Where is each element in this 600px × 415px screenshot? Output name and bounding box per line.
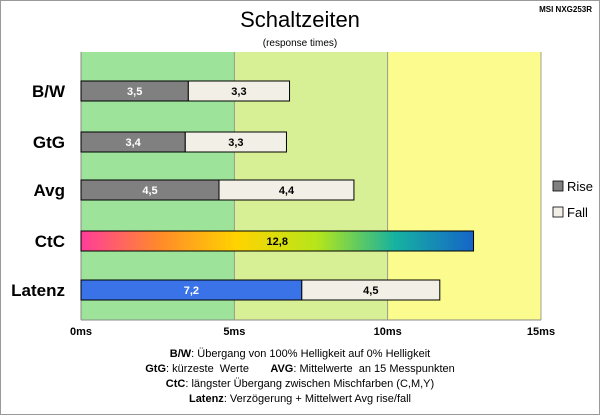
note-ctc: CtC: längster Übergang zwischen Mischfar… [166, 378, 434, 390]
note-latenz-text: : Verzögerung + Mittelwert Avg rise/fall [224, 393, 411, 405]
legend: Rise Fall [552, 179, 593, 220]
legend-swatch-fall [552, 206, 564, 218]
bar-label-2-0: 4,5 [142, 185, 157, 197]
x-tick-label-2: 10ms [374, 326, 402, 338]
legend-label-fall: Fall [567, 205, 588, 220]
chart-model-label: MSI NXG253R [539, 5, 592, 14]
x-tick-label-3: 15ms [527, 326, 555, 338]
x-tick-label-0: 0ms [70, 326, 92, 338]
legend-label-rise: Rise [567, 179, 593, 194]
note-ctc-key: CtC [166, 378, 186, 390]
bar-label-0-0: 3,5 [127, 86, 142, 98]
chart-subtitle: (response times) [263, 38, 337, 49]
bar-label-1-0: 3,4 [125, 137, 141, 149]
note-gtg-text: : kürzeste Werte [166, 363, 270, 375]
bars: 3,5 3,3 3,4 3,3 4,5 4,4 12,8 7,2 4,5 [80, 80, 475, 301]
note-latenz-key: Latenz [189, 393, 224, 405]
bar-label-1-1: 3,3 [228, 137, 243, 149]
bar-label-3-0: 12,8 [267, 236, 288, 248]
bar-bw-seg-1 [187, 80, 291, 102]
note-avg-key: AVG [270, 363, 293, 375]
bar-label-4-1: 4,5 [363, 285, 378, 297]
bar-label-4-0: 7,2 [184, 285, 199, 297]
note-bw-key: B/W [170, 348, 192, 360]
x-tick-label-1: 5ms [223, 326, 245, 338]
bar-avg-seg-1 [218, 179, 355, 201]
bar-ctc-seg-0 [80, 230, 475, 252]
note-avg-text: : Mittelwerte an 15 Messpunkten [293, 363, 454, 375]
chart-title: Schaltzeiten [240, 7, 360, 32]
note-gtg-avg: GtG: kürzeste Werte AVG: Mittelwerte an … [145, 363, 455, 375]
footnotes: B/W: Übergang von 100% Helligkeit auf 0%… [145, 348, 455, 405]
note-latenz: Latenz: Verzögerung + Mittelwert Avg ris… [189, 393, 411, 405]
category-label-2: Avg [34, 181, 66, 200]
note-bw-text: : Übergang von 100% Helligkeit auf 0% He… [191, 348, 430, 360]
x-axis-ticks: 0ms 5ms 10ms 15ms [70, 326, 555, 338]
category-label-0: B/W [32, 82, 66, 101]
bar-label-2-1: 4,4 [279, 185, 295, 197]
category-label-4: Latenz [11, 281, 65, 300]
category-labels: B/W GtG Avg CtC Latenz [11, 82, 66, 300]
note-ctc-text: : längster Übergang zwischen Mischfarben… [185, 378, 434, 390]
category-label-1: GtG [33, 133, 65, 152]
note-gtg-key: GtG [145, 363, 166, 375]
bar-label-0-1: 3,3 [231, 86, 246, 98]
bar-gtg-seg-1 [184, 131, 287, 153]
note-bw: B/W: Übergang von 100% Helligkeit auf 0%… [170, 348, 430, 360]
category-label-3: CtC [35, 232, 65, 251]
legend-swatch-rise [552, 180, 564, 192]
background-zone-2 [387, 52, 541, 320]
bar-latenz-seg-1 [301, 279, 441, 301]
